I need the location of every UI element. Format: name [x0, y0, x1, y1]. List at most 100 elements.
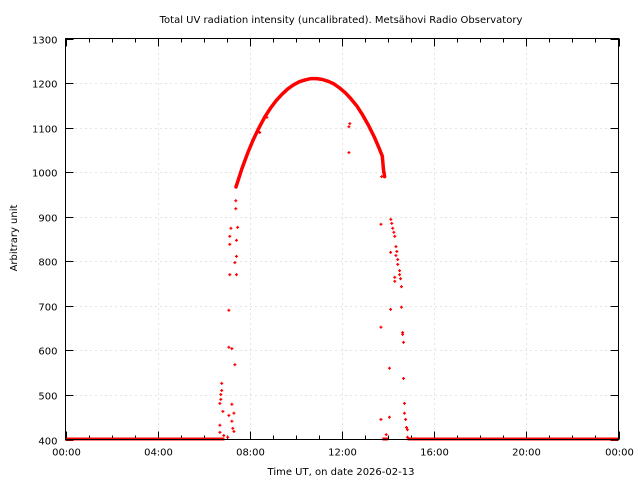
data-point — [230, 419, 234, 423]
data-point — [391, 226, 395, 230]
main-curve-point — [297, 80, 301, 84]
x-tick-label: 08:00 — [236, 448, 265, 459]
y-tick-label: 1200 — [32, 80, 57, 91]
data-point — [236, 225, 240, 229]
x-axis-label: Time UT, on date 2026-02-13 — [267, 467, 415, 478]
main-curve-point — [269, 106, 273, 110]
y-tick-label: 400 — [38, 437, 57, 448]
y-tick-label: 900 — [38, 214, 57, 225]
main-curve-point — [377, 146, 381, 150]
data-point — [402, 401, 406, 405]
data-point — [389, 250, 393, 254]
x-tick-label: 00:00 — [605, 448, 634, 459]
data-point — [399, 285, 403, 289]
main-curve-point — [349, 97, 353, 101]
main-curve-point — [251, 138, 255, 142]
data-point — [229, 226, 233, 230]
data-point — [389, 217, 393, 221]
axis-ticks: 00:00 04:00 08:00 12:00 16:00 20:00 00:0040050… — [32, 36, 634, 459]
data-point — [220, 381, 224, 385]
data-point — [218, 430, 222, 434]
main-curve-point — [240, 167, 244, 171]
data-point — [234, 199, 238, 203]
data-point — [234, 254, 238, 258]
data-point — [232, 429, 236, 433]
y-tick-label: 500 — [38, 392, 57, 403]
main-curve-point — [257, 126, 261, 130]
main-curve-point — [383, 175, 387, 179]
x-tick-label: 00:00 — [52, 448, 81, 459]
plot-frame — [65, 38, 619, 440]
data-point — [228, 234, 232, 238]
data-point — [222, 433, 226, 437]
main-curve-point — [361, 113, 365, 117]
main-curve-point — [246, 151, 250, 155]
data-point — [234, 238, 238, 242]
data-point — [219, 392, 223, 396]
data-point — [398, 269, 402, 273]
data-point — [379, 417, 383, 421]
main-curve-point — [280, 92, 284, 96]
data-points — [65, 76, 619, 441]
x-tick-label: 04:00 — [144, 448, 173, 459]
main-curve-point — [234, 185, 238, 189]
data-point — [393, 279, 397, 283]
y-tick-label: 1000 — [32, 169, 57, 180]
y-tick-label: 800 — [38, 258, 57, 269]
x-tick-label: 16:00 — [420, 448, 449, 459]
data-point — [380, 175, 384, 179]
main-curve-point — [326, 79, 330, 83]
data-point — [396, 257, 400, 261]
data-point — [227, 345, 231, 349]
data-point — [218, 401, 222, 405]
data-point — [226, 435, 230, 439]
y-tick-label: 600 — [38, 347, 57, 358]
data-point — [399, 277, 403, 281]
data-point — [234, 207, 238, 211]
main-curve-point — [372, 135, 376, 139]
data-point — [347, 125, 351, 129]
data-point — [258, 131, 262, 135]
chart-title: Total UV radiation intensity (uncalibrat… — [159, 15, 523, 26]
data-point — [221, 409, 225, 413]
data-point — [394, 245, 398, 249]
data-point — [227, 308, 231, 312]
data-point — [232, 411, 236, 415]
main-curve-point — [303, 78, 307, 82]
data-point — [233, 261, 237, 265]
data-point — [402, 340, 406, 344]
main-curve-point — [355, 104, 359, 108]
x-tick-label: 12:00 — [328, 448, 357, 459]
main-curve-point — [343, 91, 347, 95]
data-point — [220, 388, 224, 392]
data-point — [234, 273, 238, 277]
data-point — [405, 435, 409, 439]
main-curve-point — [366, 123, 370, 127]
data-point — [379, 325, 383, 329]
main-curve-point — [315, 77, 319, 81]
y-tick-label: 1100 — [32, 125, 57, 136]
data-point — [392, 230, 396, 234]
data-point — [387, 366, 391, 370]
data-point — [384, 433, 388, 437]
main-curve-point — [381, 168, 385, 172]
data-point — [228, 242, 232, 246]
data-point — [396, 262, 400, 266]
main-curve-point — [274, 98, 278, 102]
data-point — [393, 234, 397, 238]
data-point — [218, 423, 222, 427]
data-point — [265, 115, 269, 119]
main-curve-point — [309, 77, 313, 81]
main-curve-point — [380, 154, 384, 158]
data-point — [404, 417, 408, 421]
y-axis-label: Arbitrary unit — [9, 205, 20, 272]
data-point — [379, 222, 383, 226]
data-point — [393, 275, 397, 279]
data-point — [402, 376, 406, 380]
data-point — [390, 221, 394, 225]
main-curve-point — [320, 77, 324, 81]
main-curve-point — [338, 86, 342, 90]
data-point — [230, 347, 234, 351]
data-point — [230, 402, 234, 406]
data-point — [395, 249, 399, 253]
